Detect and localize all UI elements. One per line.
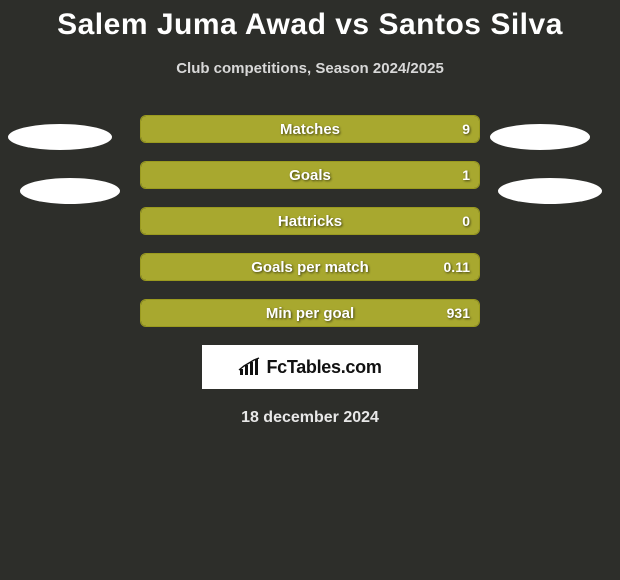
player1-name: Salem Juma Awad <box>57 8 326 41</box>
page-title: Salem Juma Awad vs Santos Silva <box>0 8 620 42</box>
comparison-card: Salem Juma Awad vs Santos Silva Club com… <box>0 0 620 427</box>
bar-fill <box>141 208 479 234</box>
stat-row: Goals 1 <box>140 161 480 189</box>
decor-ellipse <box>20 178 120 204</box>
logo-inner: FcTables.com <box>238 357 381 378</box>
stat-row: Hattricks 0 <box>140 207 480 235</box>
bar-track <box>140 299 480 327</box>
decor-ellipse <box>490 124 590 150</box>
vs-text: vs <box>335 8 369 41</box>
chart-icon <box>238 357 262 377</box>
bar-fill <box>141 116 479 142</box>
bar-track <box>140 207 480 235</box>
stat-row: Goals per match 0.11 <box>140 253 480 281</box>
stat-row: Matches 9 <box>140 115 480 143</box>
bar-fill <box>141 300 479 326</box>
bar-fill <box>141 162 479 188</box>
bar-fill <box>141 254 479 280</box>
decor-ellipse <box>8 124 112 150</box>
logo-text: FcTables.com <box>266 357 381 378</box>
decor-ellipse <box>498 178 602 204</box>
bar-track <box>140 253 480 281</box>
bar-track <box>140 161 480 189</box>
logo-box: FcTables.com <box>202 345 418 389</box>
date-text: 18 december 2024 <box>0 409 620 427</box>
stat-row: Min per goal 931 <box>140 299 480 327</box>
bar-track <box>140 115 480 143</box>
subtitle: Club competitions, Season 2024/2025 <box>0 60 620 77</box>
player2-name: Santos Silva <box>378 8 562 41</box>
